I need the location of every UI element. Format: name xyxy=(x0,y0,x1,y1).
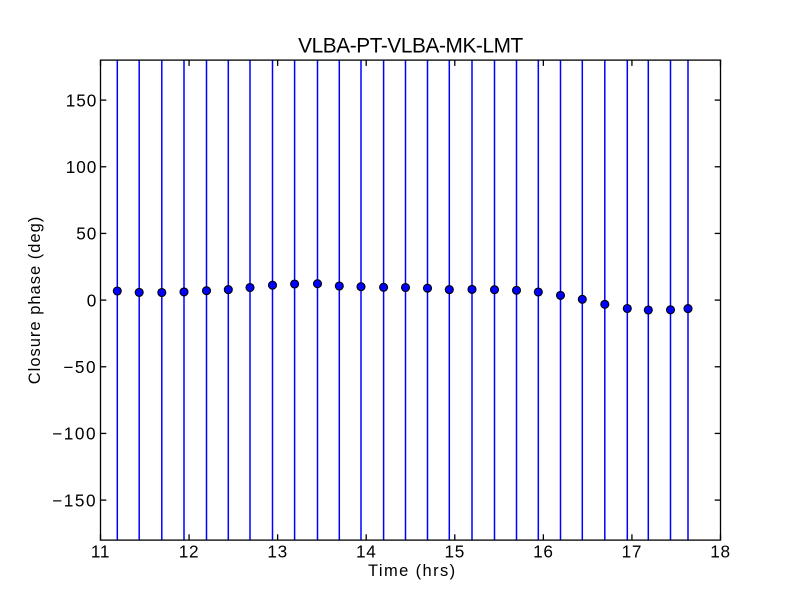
svg-text:Time (hrs): Time (hrs) xyxy=(368,562,457,580)
svg-text:Closure phase (deg): Closure phase (deg) xyxy=(26,216,44,385)
svg-text:15: 15 xyxy=(445,541,466,561)
svg-text:50: 50 xyxy=(76,224,97,244)
svg-text:18: 18 xyxy=(710,541,731,561)
svg-text:150: 150 xyxy=(66,90,97,110)
svg-text:0: 0 xyxy=(87,290,97,310)
svg-text:16: 16 xyxy=(533,541,554,561)
svg-text:13: 13 xyxy=(267,541,288,561)
svg-text:12: 12 xyxy=(179,541,200,561)
svg-text:−150: −150 xyxy=(52,490,97,510)
svg-text:14: 14 xyxy=(356,541,377,561)
svg-text:11: 11 xyxy=(91,541,110,561)
svg-text:−50: −50 xyxy=(63,357,97,377)
svg-text:VLBA-PT-VLBA-MK-LMT: VLBA-PT-VLBA-MK-LMT xyxy=(298,35,523,58)
svg-text:−100: −100 xyxy=(52,424,97,444)
svg-text:100: 100 xyxy=(66,157,97,177)
svg-text:17: 17 xyxy=(622,541,643,561)
